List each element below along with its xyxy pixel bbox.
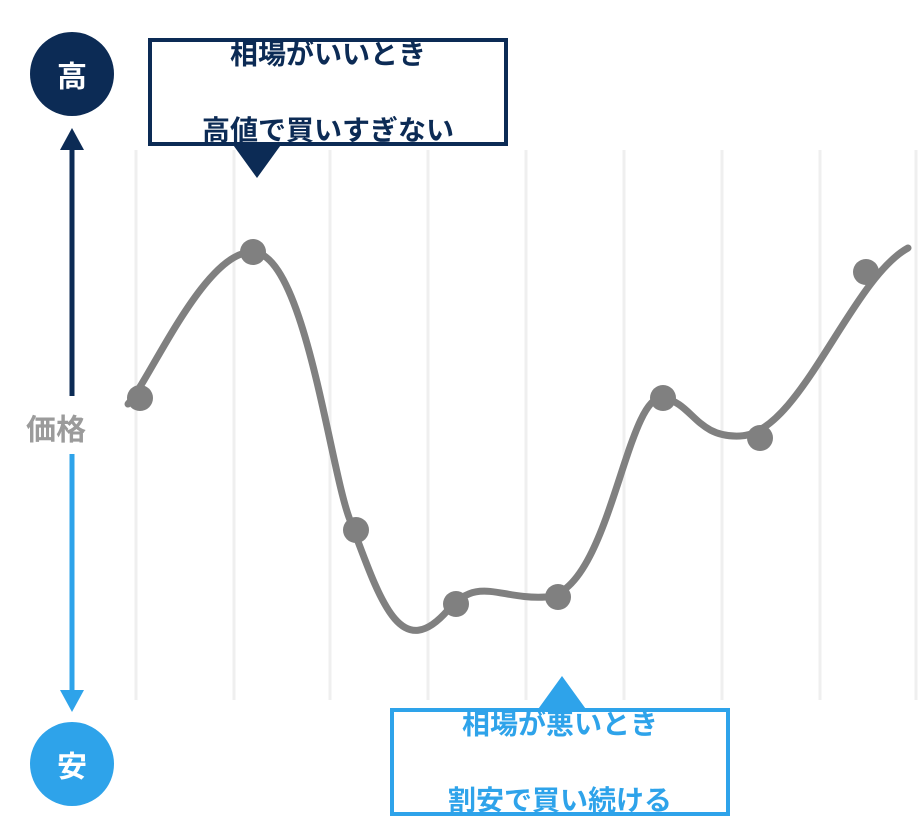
data-point bbox=[443, 591, 469, 617]
callout-low: 相場が悪いとき 割安で買い続ける bbox=[390, 708, 730, 816]
data-point bbox=[853, 259, 879, 285]
callout-high: 相場がいいとき 高値で買いすぎない bbox=[148, 38, 508, 146]
data-point bbox=[127, 385, 153, 411]
data-point bbox=[240, 239, 266, 265]
data-point bbox=[545, 584, 571, 610]
axis-label: 価格 bbox=[26, 405, 86, 449]
axis-arrowhead-low bbox=[60, 690, 84, 712]
price-line bbox=[128, 248, 908, 630]
axis-arrowhead-high bbox=[60, 128, 84, 150]
data-point bbox=[650, 385, 676, 411]
callout-high-arrow bbox=[231, 142, 283, 178]
data-point bbox=[343, 517, 369, 543]
callout-low-arrow bbox=[536, 676, 588, 712]
callout-low-line2: 割安で買い続ける bbox=[448, 781, 672, 819]
data-point bbox=[747, 425, 773, 451]
callout-high-line1: 相場がいいとき bbox=[230, 35, 426, 73]
chart-figure: 高安 価格 相場がいいとき 高値で買いすぎない 相場が悪いとき 割安で買い続ける bbox=[0, 0, 920, 840]
axis-badge-high-label: 高 bbox=[57, 52, 87, 96]
axis-badge-low-label: 安 bbox=[57, 742, 87, 786]
